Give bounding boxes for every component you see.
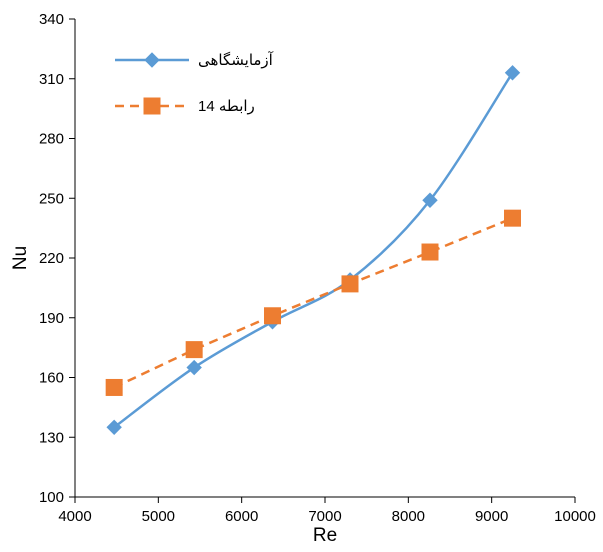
y-tick-label: 220 (39, 250, 64, 267)
x-tick-label: 5000 (142, 508, 175, 525)
legend: آزمایشگاهی رابطه 14 (115, 51, 274, 115)
y-tick-label: 310 (39, 71, 64, 88)
y-tick-label: 250 (39, 190, 64, 207)
legend-marker (144, 52, 160, 68)
x-ticks: 4000 5000 6000 7000 8000 9000 10000 (58, 497, 596, 525)
y-tick-label: 190 (39, 310, 64, 327)
legend-item: رابطه 14 (115, 97, 255, 115)
x-tick-label: 6000 (225, 508, 258, 525)
legend-label: رابطه 14 (198, 98, 255, 115)
legend-label: آزمایشگاهی (198, 51, 274, 69)
y-tick-label: 160 (39, 370, 64, 387)
y-tick-label: 340 (39, 11, 64, 28)
data-point (421, 243, 439, 261)
data-point (341, 275, 359, 293)
data-point (264, 307, 281, 325)
x-axis-title: Re (313, 525, 337, 546)
x-tick-label: 10000 (554, 508, 596, 525)
series-2 (105, 209, 521, 396)
data-point (105, 378, 123, 396)
data-point (504, 209, 521, 227)
x-tick-label: 8000 (392, 508, 425, 525)
legend-marker (143, 97, 161, 115)
y-axis-title: Nu (10, 246, 31, 270)
x-tick-label: 9000 (475, 508, 508, 525)
data-point (185, 341, 203, 359)
y-tick-label: 280 (39, 131, 64, 148)
series-line (113, 72, 514, 429)
series-1 (106, 65, 521, 435)
y-tick-label: 100 (39, 489, 64, 506)
y-tick-label: 130 (39, 429, 64, 446)
x-tick-label: 7000 (308, 508, 341, 525)
x-tick-label: 4000 (58, 508, 91, 525)
data-point (422, 192, 438, 208)
data-point (504, 65, 521, 81)
series (105, 65, 521, 435)
series-line (113, 217, 513, 389)
data-point (186, 359, 202, 376)
legend-item: آزمایشگاهی (115, 51, 274, 69)
data-point (106, 419, 122, 435)
y-ticks: 100 130 160 190 220 250 280 310 340 (39, 11, 75, 506)
